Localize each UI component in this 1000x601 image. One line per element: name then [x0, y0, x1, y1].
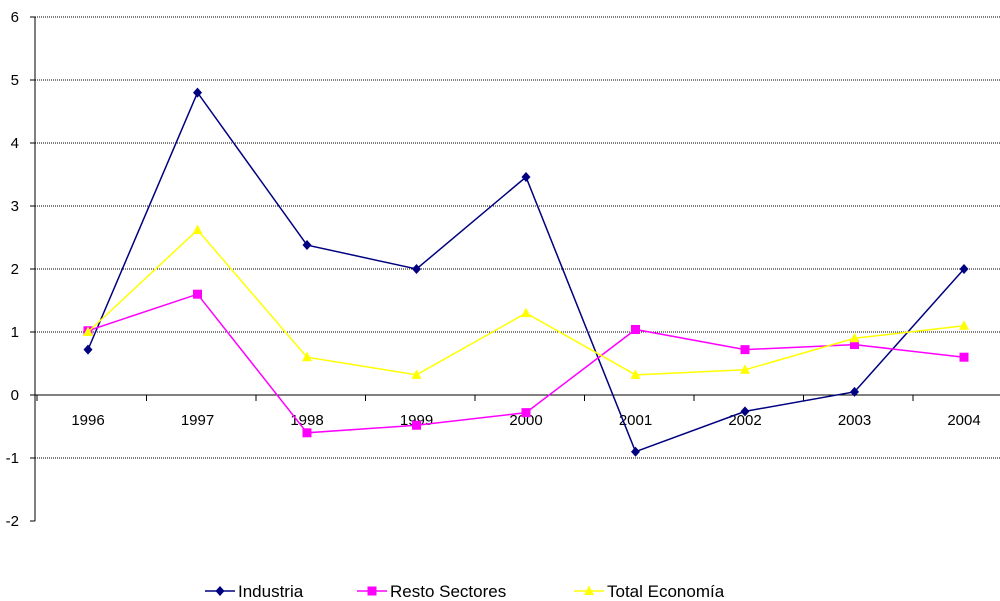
- legend-marker: [215, 586, 225, 596]
- x-tick-labels: 1996 1997 1998 1999 2000 2001 2002 2003 2004: [36, 395, 981, 429]
- data-point: [959, 352, 969, 362]
- data-point: [521, 172, 531, 183]
- y-tick-label: 2: [11, 261, 19, 278]
- x-tick-label: 1997: [181, 412, 214, 429]
- x-tick-label: 2004: [947, 412, 980, 429]
- data-point: [412, 420, 421, 430]
- y-tick-label: 5: [11, 72, 19, 89]
- y-tick-labels: -2 -1 0 1 2 3 4 5 6: [6, 9, 35, 530]
- data-point: [302, 428, 312, 438]
- legend-marker: [584, 585, 594, 595]
- data-point: [521, 408, 531, 418]
- data-point: [521, 307, 531, 318]
- data-point: [302, 240, 312, 251]
- data-point: [83, 326, 93, 336]
- legend-label: Total Economía: [607, 582, 725, 601]
- x-tick-label: 1998: [290, 412, 323, 429]
- legend-entry: Industria: [205, 582, 304, 601]
- y-tick-label: 4: [11, 135, 19, 152]
- data-point: [193, 289, 202, 299]
- legend-entry: Total Economía: [574, 582, 725, 601]
- data-point: [412, 264, 421, 274]
- data-point: [740, 406, 750, 417]
- series-1: [83, 289, 969, 438]
- y-tick-label: 0: [11, 387, 19, 404]
- data-point: [740, 345, 750, 355]
- legend-entry: Resto Sectores: [357, 582, 506, 601]
- data-point: [630, 369, 641, 379]
- x-tick-label: 2002: [728, 412, 761, 429]
- series-line: [87, 228, 965, 376]
- legend-label: Industria: [238, 582, 304, 601]
- y-tick-label: 1: [11, 324, 19, 341]
- y-tick-label: 3: [11, 198, 19, 215]
- x-tick-label: 1996: [71, 412, 104, 429]
- y-tick-label: 6: [11, 9, 19, 26]
- y-tick-label: -1: [6, 450, 19, 467]
- x-tick-label: 2001: [619, 412, 652, 429]
- data-point: [192, 224, 203, 234]
- series-2: [83, 224, 969, 379]
- series-0: [83, 87, 969, 457]
- data-point: [193, 87, 202, 98]
- x-tick-label: 2003: [838, 412, 871, 429]
- series-line: [87, 91, 965, 453]
- legend: Industria Resto Sectores Total Economía: [205, 582, 725, 601]
- y-tick-label: -2: [6, 513, 19, 530]
- data-point: [959, 264, 969, 274]
- data-point: [959, 320, 969, 330]
- data-point: [850, 340, 859, 350]
- data-point: [849, 332, 860, 343]
- x-tick-label: 2000: [509, 412, 542, 429]
- gridlines: [35, 16, 1000, 459]
- legend-marker: [367, 586, 377, 596]
- data-point: [411, 369, 422, 379]
- legend-label: Resto Sectores: [390, 582, 506, 601]
- data-point: [631, 324, 640, 334]
- series-lines: [83, 87, 969, 457]
- data-point: [631, 446, 640, 457]
- data-point: [302, 351, 312, 362]
- data-point: [83, 344, 93, 355]
- data-point: [850, 386, 859, 397]
- data-point: [740, 364, 750, 374]
